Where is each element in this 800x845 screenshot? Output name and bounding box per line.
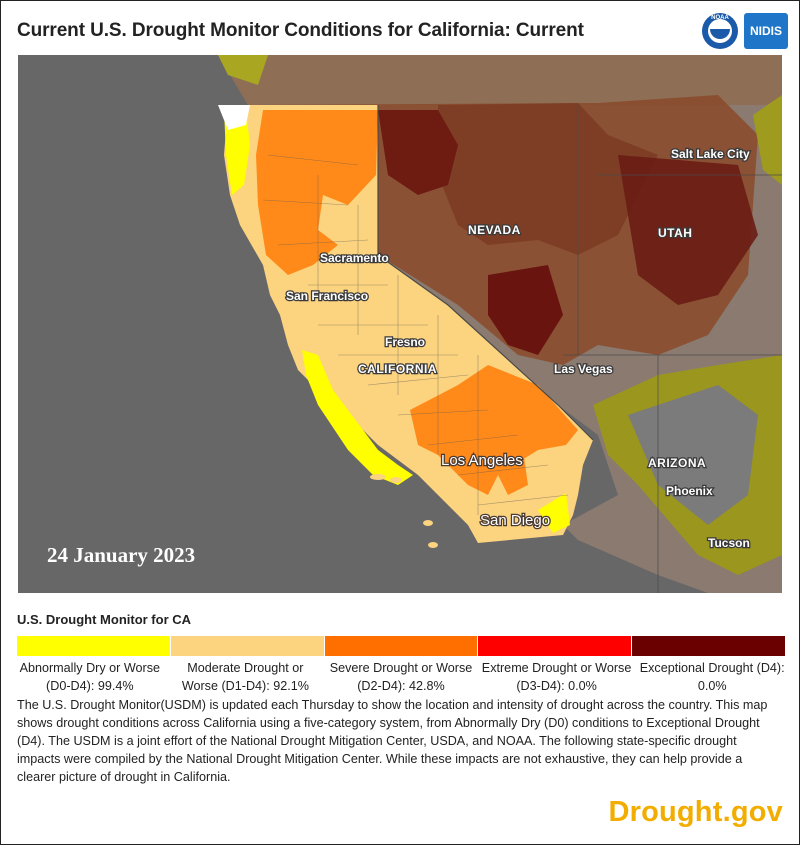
drought-gov-brand[interactable]: Drought.gov xyxy=(608,796,783,828)
oregon-region xyxy=(218,55,782,105)
label-phoenix: Phoenix xyxy=(666,484,713,498)
channel-island xyxy=(370,474,386,480)
label-california: CALIFORNIA xyxy=(358,362,437,376)
central-coast-d0 xyxy=(302,350,413,485)
map-date-label: 24 January 2023 xyxy=(47,543,196,567)
label-salt-lake-city: Salt Lake City xyxy=(671,147,750,161)
nidis-logo[interactable]: NIDIS xyxy=(744,13,788,49)
legend-label-d2: Severe Drought or Worse (D2-D4): 42.8% xyxy=(329,661,473,693)
description-text: The U.S. Drought Monitor(USDM) is update… xyxy=(17,698,768,784)
legend-label-d1: Moderate Drought or Worse (D1-D4): 92.1% xyxy=(181,661,309,693)
legend-swatch-d4 xyxy=(632,636,785,656)
legend-label-d3: Extreme Drought or Worse (D3-D4): 0.0% xyxy=(481,661,632,693)
legend-swatch-d1 xyxy=(170,636,325,656)
drought-map-svg: NEVADA UTAH ARIZONA CALIFORNIA Salt Lake… xyxy=(18,55,782,593)
label-san-francisco: San Francisco xyxy=(286,289,368,303)
utah-d0 xyxy=(753,95,782,185)
noaa-logo-text: NOAA xyxy=(711,15,729,21)
label-tucson: Tucson xyxy=(708,536,750,550)
legend-label-d4: Exceptional Drought (D4): 0.0% xyxy=(639,661,785,693)
ca-nv-border xyxy=(377,105,594,441)
nevada-exceptional-south xyxy=(488,265,563,355)
channel-island xyxy=(428,542,438,548)
label-los-angeles: Los Angeles xyxy=(441,452,523,469)
no-data-area xyxy=(218,105,250,130)
label-sacramento: Sacramento xyxy=(320,251,389,265)
nevada-exceptional-north xyxy=(378,110,458,195)
south-ca-d2 xyxy=(410,365,578,495)
legend-labels: Abnormally Dry or Worse (D0-D4): 99.4% M… xyxy=(12,659,790,695)
oregon-d0 xyxy=(218,55,268,85)
channel-island xyxy=(390,477,402,483)
state-borders xyxy=(563,105,782,593)
legend-swatch-d3 xyxy=(478,636,633,656)
label-arizona: ARIZONA xyxy=(648,456,706,470)
nevada-severe-area xyxy=(438,103,658,255)
label-nevada: NEVADA xyxy=(468,223,521,237)
la-d2 xyxy=(493,450,528,495)
county-lines xyxy=(262,154,569,515)
legend-color-bar xyxy=(17,636,785,656)
san-diego-d0 xyxy=(538,493,570,533)
legend-swatch-d2 xyxy=(324,636,479,656)
page-title: Current U.S. Drought Monitor Conditions … xyxy=(17,20,584,41)
north-ca-d2 xyxy=(256,110,378,275)
label-las-vegas: Las Vegas xyxy=(554,362,613,376)
legend-title: U.S. Drought Monitor for CA xyxy=(17,612,192,627)
arizona-none xyxy=(628,385,758,525)
legend-swatch-d0 xyxy=(17,636,171,656)
label-san-diego: San Diego xyxy=(480,512,550,529)
channel-island xyxy=(423,520,433,526)
drought-map[interactable]: NEVADA UTAH ARIZONA CALIFORNIA Salt Lake… xyxy=(18,55,782,593)
label-fresno: Fresno xyxy=(385,335,425,349)
north-coast-d0 xyxy=(224,110,250,195)
legend-label-d0: Abnormally Dry or Worse (D0-D4): 99.4% xyxy=(19,661,161,693)
label-utah: UTAH xyxy=(658,226,692,240)
partner-logos: NOAA NIDIS xyxy=(702,12,788,50)
utah-exceptional xyxy=(618,155,758,305)
noaa-logo[interactable]: NOAA xyxy=(702,13,738,49)
